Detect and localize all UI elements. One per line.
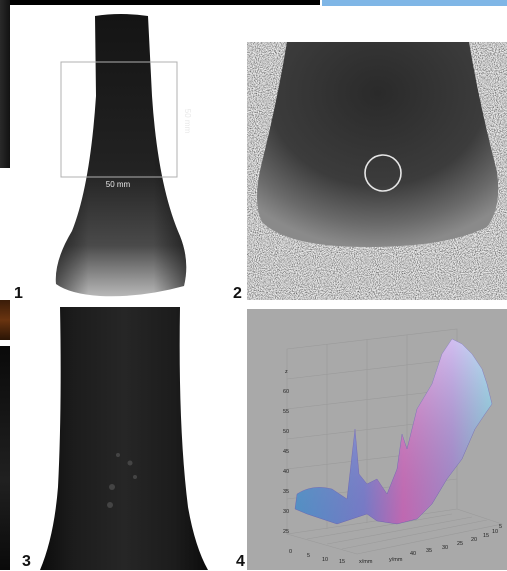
z-axis-label: z: [285, 369, 288, 375]
panel-3-xray-section: [40, 307, 240, 570]
panel-label-4: 4: [236, 553, 245, 570]
panel-label-3: 3: [22, 553, 31, 570]
y-axis-label: y/mm: [389, 557, 403, 563]
panel-1-xray-full: 50 mm 50 mm: [10, 6, 235, 302]
box-height-label: 50 mm: [183, 109, 192, 134]
y-tick-25: 25: [457, 541, 463, 547]
z-tick-55: 55: [283, 409, 289, 415]
bone-section-shape: [40, 307, 208, 570]
top-edge-bar-blue: [322, 0, 507, 6]
z-tick-45: 45: [283, 449, 289, 455]
z-tick-30: 30: [283, 509, 289, 515]
x-tick-0: 0: [289, 549, 292, 555]
x-tick-15: 15: [339, 559, 345, 565]
x-tick-5: 5: [307, 553, 310, 559]
x-axis-label: x/mm: [359, 559, 373, 565]
left-edge-strip: [0, 0, 10, 168]
panel-3-image: [40, 307, 208, 570]
z-tick-25: 25: [283, 529, 289, 535]
left-edge-strip-dark: [0, 346, 10, 570]
z-tick-60: 60: [283, 389, 289, 395]
y-tick-15: 15: [483, 533, 489, 539]
top-edge-bar: [10, 0, 320, 5]
y-tick-35: 35: [426, 548, 432, 554]
z-tick-40: 40: [283, 469, 289, 475]
z-tick-50: 50: [283, 429, 289, 435]
y-tick-30: 30: [442, 545, 448, 551]
panel-4-surface-plot: z 60 55 50 45 40 35 30 25 0 5 10 15 x/mm…: [247, 309, 507, 570]
bone-detail-shape: [257, 42, 499, 247]
left-edge-strip-brown: [0, 300, 10, 340]
x-tick-10: 10: [322, 557, 328, 563]
panel-4-image: z 60 55 50 45 40 35 30 25 0 5 10 15 x/mm…: [283, 328, 504, 565]
z-tick-35: 35: [283, 489, 289, 495]
panel-label-2: 2: [233, 285, 242, 302]
y-tick-10: 10: [492, 529, 498, 535]
measurement-box: [60, 61, 178, 178]
panel-2-image: [247, 42, 507, 300]
panel-label-1: 1: [14, 285, 23, 302]
region-of-interest-circle: [364, 154, 402, 192]
box-width-label: 50 mm: [106, 180, 131, 189]
panel-1-image: 50 mm 50 mm: [55, 14, 192, 297]
panel-2-xray-detail: [247, 42, 507, 300]
y-tick-5: 5: [499, 524, 502, 530]
y-tick-40: 40: [410, 551, 416, 557]
y-tick-20: 20: [471, 537, 477, 543]
